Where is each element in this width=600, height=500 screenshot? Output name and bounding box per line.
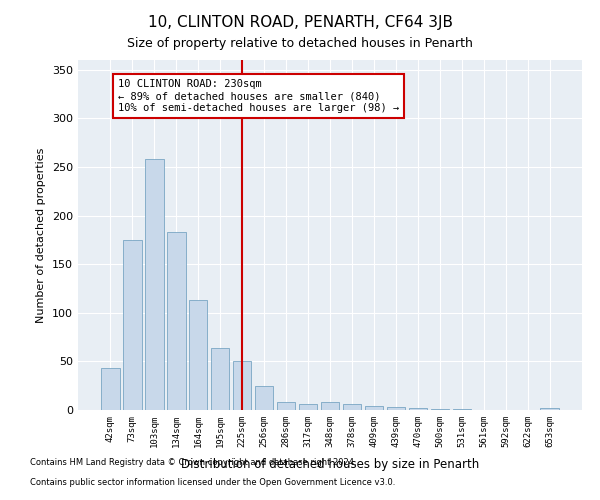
Bar bbox=[101, 368, 119, 410]
Bar bbox=[320, 402, 340, 410]
Bar bbox=[431, 409, 449, 410]
Bar bbox=[299, 404, 317, 410]
Bar bbox=[277, 402, 295, 410]
Bar bbox=[365, 406, 383, 410]
Bar bbox=[255, 386, 274, 410]
Bar bbox=[409, 408, 427, 410]
Bar bbox=[233, 362, 251, 410]
Text: 10 CLINTON ROAD: 230sqm
← 89% of detached houses are smaller (840)
10% of semi-d: 10 CLINTON ROAD: 230sqm ← 89% of detache… bbox=[118, 80, 399, 112]
Bar bbox=[452, 409, 471, 410]
Bar bbox=[145, 159, 164, 410]
Bar bbox=[343, 404, 361, 410]
Bar bbox=[386, 407, 405, 410]
Y-axis label: Number of detached properties: Number of detached properties bbox=[37, 148, 46, 322]
Bar bbox=[123, 240, 142, 410]
X-axis label: Distribution of detached houses by size in Penarth: Distribution of detached houses by size … bbox=[181, 458, 479, 471]
Text: Contains public sector information licensed under the Open Government Licence v3: Contains public sector information licen… bbox=[30, 478, 395, 487]
Bar bbox=[189, 300, 208, 410]
Bar bbox=[541, 408, 559, 410]
Text: 10, CLINTON ROAD, PENARTH, CF64 3JB: 10, CLINTON ROAD, PENARTH, CF64 3JB bbox=[148, 15, 452, 30]
Text: Contains HM Land Registry data © Crown copyright and database right 2024.: Contains HM Land Registry data © Crown c… bbox=[30, 458, 356, 467]
Bar bbox=[167, 232, 185, 410]
Bar bbox=[211, 348, 229, 410]
Text: Size of property relative to detached houses in Penarth: Size of property relative to detached ho… bbox=[127, 38, 473, 51]
